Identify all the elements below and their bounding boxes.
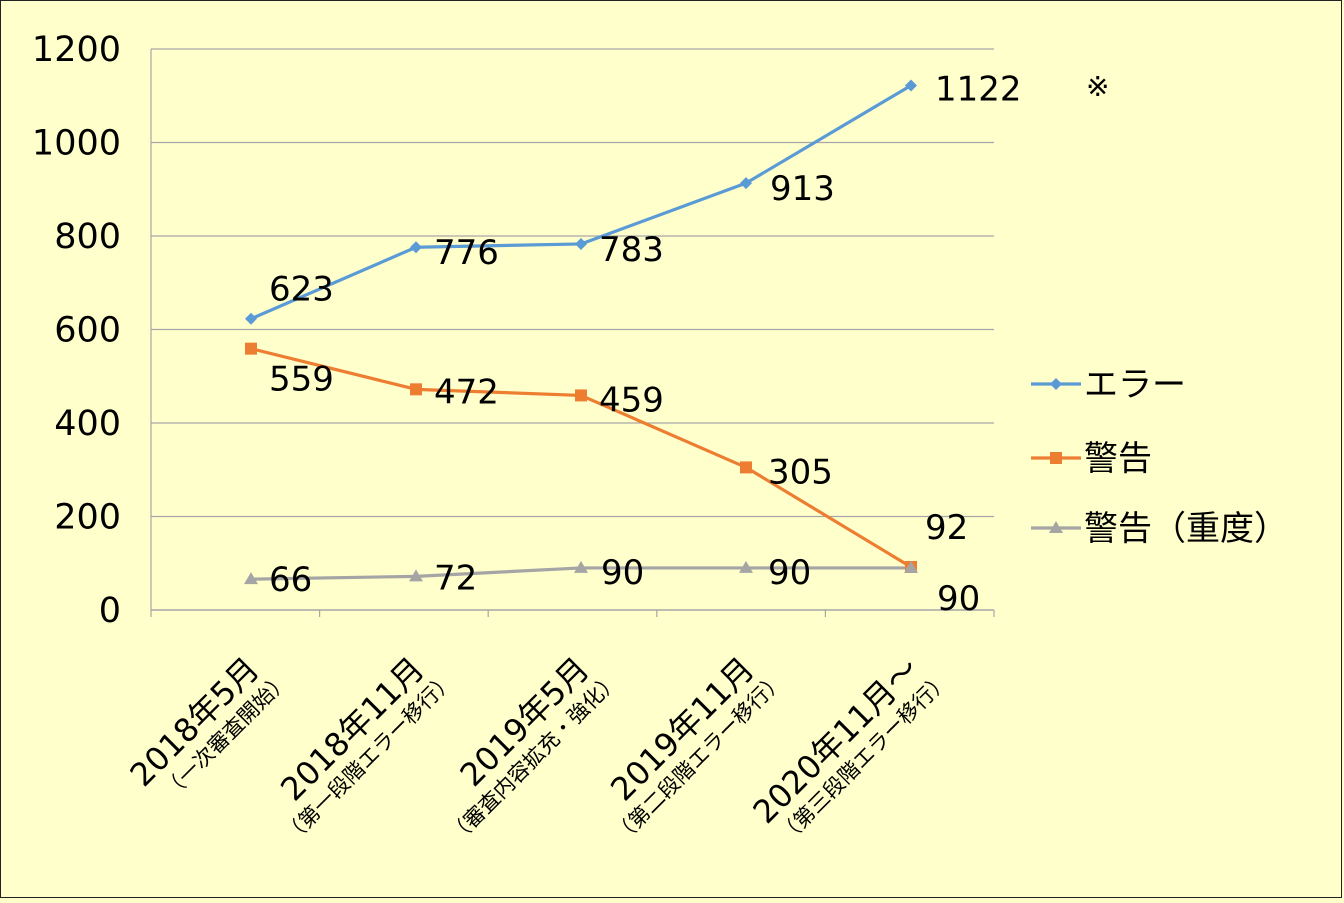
y-tick-label: 1000: [32, 124, 121, 164]
note-mark: ※: [1086, 70, 1109, 103]
square-marker: [245, 342, 257, 355]
legend-item: エラー: [1031, 365, 1186, 405]
data-label: 623: [269, 270, 334, 310]
category-label: 2020年11月～（第三段階エラー移行）: [746, 650, 955, 848]
legend-label: エラー: [1084, 365, 1186, 405]
y-tick-label: 400: [54, 404, 121, 444]
data-label: 72: [434, 558, 477, 598]
triangle-marker: [244, 572, 258, 585]
gridlines: [151, 48, 994, 518]
square-marker: [575, 389, 587, 402]
triangle-marker: [904, 560, 918, 573]
data-label: 559: [269, 360, 334, 400]
data-label: 776: [434, 233, 499, 273]
square-marker: [410, 383, 422, 396]
data-label: 472: [434, 372, 499, 412]
diamond-marker: [740, 177, 752, 190]
triangle-marker: [574, 560, 588, 573]
triangle-marker: [409, 569, 423, 582]
category-label: 2019年5月（審査内容拡充・強化）: [444, 650, 624, 848]
y-tick-label: 0: [99, 591, 121, 631]
y-tick-label: 1200: [32, 30, 121, 70]
triangle-marker: [739, 560, 753, 573]
data-label: 1122: [935, 69, 1022, 109]
diamond-marker: [905, 79, 917, 92]
data-label: 92: [925, 508, 968, 548]
category-labels: 2018年5月（一次審査開始）2018年11月（第一段階エラー移行）2019年5…: [123, 650, 955, 848]
y-tick-label: 600: [54, 311, 121, 351]
data-label: 913: [770, 169, 835, 209]
legend-item: 警告（重度）: [1031, 509, 1288, 549]
diamond-marker: [410, 241, 422, 254]
triangle-marker: [1049, 521, 1063, 533]
diamond-marker: [1050, 378, 1062, 390]
diamond-marker: [575, 237, 587, 250]
data-label: 90: [937, 579, 980, 619]
category-label: 2018年11月（第一段階エラー移行）: [273, 650, 459, 848]
data-label: 90: [768, 553, 811, 593]
y-tick-label: 200: [54, 498, 121, 538]
category-label: 2018年5月（一次審査開始）: [123, 650, 295, 803]
data-label: 783: [599, 230, 664, 270]
square-marker: [1050, 452, 1062, 464]
y-axis-ticks: 0 200 400 600 800 1000 1200: [32, 30, 121, 631]
data-labels: 623 776 783 913 1122 559 472 459 305 92 66 72 90 90 90: [269, 69, 1022, 618]
data-label: 459: [599, 380, 664, 420]
legend-item: 警告: [1031, 439, 1152, 479]
data-label: 90: [601, 553, 644, 593]
data-label: 66: [269, 560, 312, 600]
y-tick-label: 800: [54, 217, 121, 257]
series-layer: [244, 79, 918, 585]
x-axis: [150, 49, 995, 617]
data-label: 305: [768, 452, 833, 492]
diamond-marker: [245, 312, 257, 325]
square-marker: [740, 461, 752, 474]
legend-label: 警告: [1084, 439, 1152, 479]
legend-label: 警告（重度）: [1084, 509, 1288, 549]
